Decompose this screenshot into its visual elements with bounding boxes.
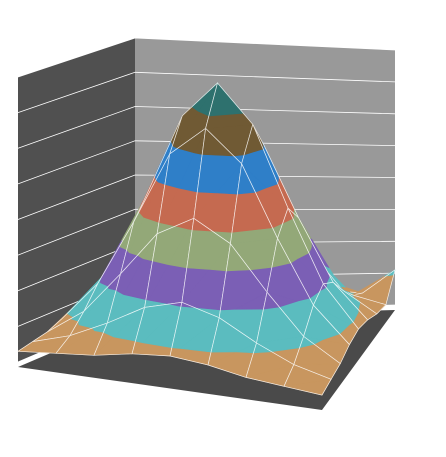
surface-grid: [283, 364, 332, 396]
grid-line: [17, 37, 396, 78]
grid-line: [17, 174, 396, 220]
grid-line: [17, 208, 396, 256]
grid-line: [17, 106, 396, 149]
grid-line: [17, 71, 396, 113]
grid-line: [17, 140, 396, 185]
